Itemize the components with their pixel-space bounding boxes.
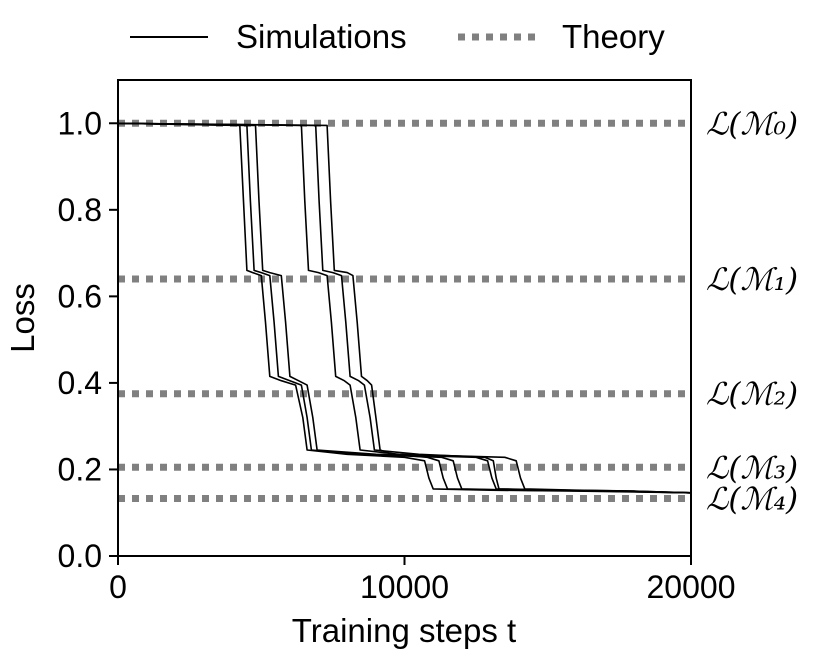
theory-level-label: ℒ(ℳ₁) [706, 262, 798, 298]
simulation-series-line [117, 122, 692, 494]
legend-simulations-label: Simulations [236, 18, 407, 55]
theory-level-label: ℒ(ℳ₃) [706, 450, 798, 486]
y-tick-label: 0.6 [58, 278, 102, 314]
theory-level-label: ℒ(ℳ₂) [706, 377, 798, 413]
legend-theory-label: Theory [562, 18, 665, 55]
simulation-series-line [117, 122, 692, 494]
legend: Simulations Theory [130, 18, 665, 55]
simulation-series-line [117, 122, 692, 494]
simulation-series [117, 122, 692, 494]
simulation-series-line [117, 122, 692, 494]
x-tick-label: 0 [109, 569, 127, 605]
theory-level-label: ℒ(ℳ₄) [706, 481, 798, 517]
theory-level-labels: ℒ(ℳ₀) ℒ(ℳ₁) ℒ(ℳ₂) ℒ(ℳ₃)ℒ(ℳ₄) [706, 106, 798, 517]
theory-level-label: ℒ(ℳ₀) [706, 106, 798, 142]
simulation-series-line [117, 122, 692, 494]
x-tick-label: 10000 [360, 569, 449, 605]
plot-frame [117, 79, 692, 557]
y-axis: 0.0 0.2 0.4 0.6 0.8 1.0 [58, 105, 118, 574]
x-axis: 0 10000 20000 [109, 556, 735, 605]
y-tick-label: 0.2 [58, 451, 102, 487]
simulation-series-line [117, 122, 692, 494]
x-tick-label: 20000 [647, 569, 736, 605]
theory-lines [118, 119, 691, 502]
y-tick-label: 0.4 [58, 365, 102, 401]
y-tick-label: 0.8 [58, 192, 102, 228]
y-tick-label: 0.0 [58, 538, 102, 574]
y-axis-label: Loss [4, 283, 41, 353]
x-axis-label: Training steps t [292, 612, 516, 649]
y-tick-label: 1.0 [58, 105, 102, 141]
